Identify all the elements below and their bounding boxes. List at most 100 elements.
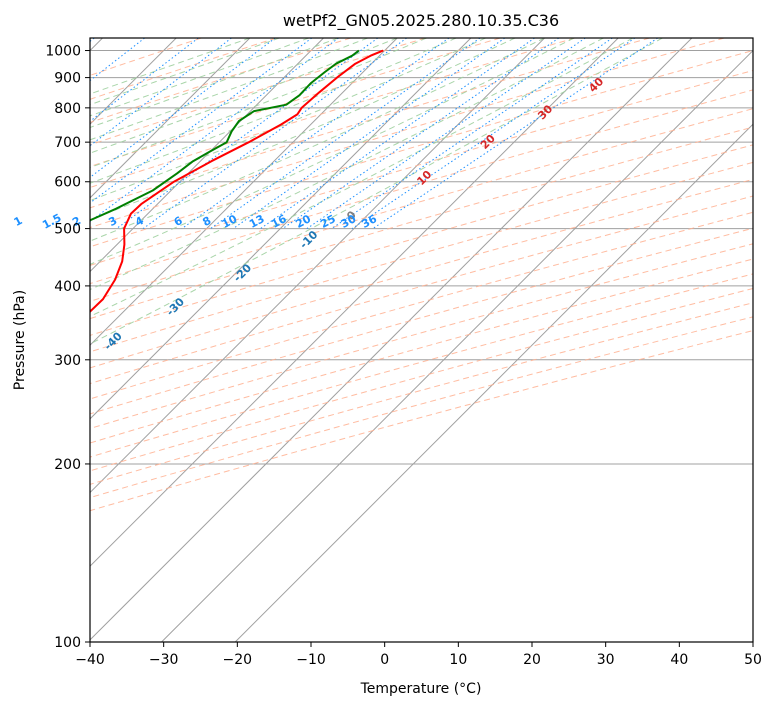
temperature-line bbox=[90, 49, 384, 314]
dry-adiabat-line bbox=[90, 211, 753, 400]
dry-adiabat-line bbox=[90, 38, 650, 209]
isotherm-label: -30 bbox=[164, 295, 187, 318]
plot-frame bbox=[89, 37, 754, 643]
chart-title: wetPf2_GN05.2025.280.10.35.C36 bbox=[283, 11, 559, 31]
warm-isotherm-label: 30 bbox=[535, 102, 555, 122]
mixing-ratio-label: 25 bbox=[318, 212, 338, 231]
mixing-ratio-line bbox=[232, 38, 506, 230]
isotherm-line bbox=[90, 38, 619, 567]
mixing-ratio-lines bbox=[90, 38, 658, 230]
dry-adiabat-line bbox=[90, 38, 277, 100]
dry-adiabat-line bbox=[90, 38, 351, 123]
isotherm-label: -10 bbox=[297, 228, 320, 251]
mixing-ratio-label: 3 bbox=[106, 214, 119, 229]
moist-adiabat-line bbox=[90, 38, 604, 291]
y-tick-label: 900 bbox=[54, 71, 81, 87]
moist-adiabat-line bbox=[90, 38, 339, 129]
x-tick-label: 20 bbox=[523, 652, 541, 668]
moist-adiabat-line bbox=[90, 38, 516, 221]
y-tick-label: 600 bbox=[54, 175, 81, 191]
mixing-ratio-line bbox=[90, 38, 95, 43]
dry-adiabat-line bbox=[90, 144, 753, 336]
moist-adiabat-line bbox=[90, 38, 634, 317]
mixing-ratio-line bbox=[90, 38, 339, 223]
mixing-ratio-line bbox=[331, 38, 613, 230]
moist-adiabat-line bbox=[90, 38, 309, 117]
x-tick-label: −40 bbox=[75, 652, 105, 668]
y-tick-label: 700 bbox=[54, 135, 81, 151]
moist-adiabat-line bbox=[90, 38, 427, 169]
warm-isotherm-label: 20 bbox=[478, 132, 498, 152]
y-axis-label: Pressure (hPa) bbox=[12, 290, 28, 390]
isotherm-label: -40 bbox=[102, 329, 125, 352]
x-tick-label: 50 bbox=[744, 652, 762, 668]
isotherm-line bbox=[234, 123, 753, 642]
x-axis-label: Temperature (°C) bbox=[360, 681, 482, 697]
isotherm-line bbox=[90, 38, 693, 641]
x-tick-label: 0 bbox=[380, 652, 389, 668]
mixing-ratio-line bbox=[90, 38, 199, 122]
isotherm-line bbox=[90, 38, 251, 199]
y-tick-label: 200 bbox=[54, 457, 81, 473]
mixing-ratio-label: 36 bbox=[359, 212, 379, 231]
mixing-ratio-line bbox=[90, 38, 276, 178]
y-tick-label: 400 bbox=[54, 279, 81, 295]
warm-isotherm-label: 10 bbox=[414, 168, 434, 188]
isobar-grid bbox=[90, 50, 753, 642]
moist-adiabat-line bbox=[90, 38, 575, 265]
x-tick-label: −20 bbox=[223, 652, 253, 668]
x-tick-label: −30 bbox=[149, 652, 179, 668]
dry-adiabat-line bbox=[90, 273, 753, 458]
mixing-ratio-label: 16 bbox=[269, 212, 289, 231]
dry-adiabat-line bbox=[90, 287, 753, 472]
moist-adiabats bbox=[90, 38, 663, 345]
x-tick-label: 40 bbox=[670, 652, 688, 668]
isotherm-line bbox=[90, 38, 398, 346]
mixing-ratio-label: 20 bbox=[293, 212, 313, 231]
dry-adiabat-line bbox=[90, 108, 753, 302]
isotherm-line bbox=[90, 38, 324, 273]
dry-adiabat-line bbox=[90, 89, 753, 285]
x-tick-label: 10 bbox=[449, 652, 467, 668]
dry-adiabat-line bbox=[90, 38, 202, 76]
x-axis: −40 −30 −20 −10 0 10 20 30 40 50 bbox=[75, 642, 762, 668]
moist-adiabat-line bbox=[90, 38, 251, 95]
mixing-ratio-label: 10 bbox=[220, 212, 240, 231]
moist-adiabat-line bbox=[90, 38, 280, 106]
mixing-ratio-line bbox=[181, 38, 450, 230]
y-tick-label: 100 bbox=[54, 635, 81, 651]
y-tick-label: 1000 bbox=[45, 44, 81, 60]
dry-adiabat-line bbox=[90, 243, 753, 430]
dewpoint-line bbox=[90, 49, 360, 222]
mixing-ratio-line bbox=[116, 38, 379, 230]
dry-adiabat-line bbox=[90, 38, 725, 229]
mixing-ratio-label: 1 bbox=[12, 214, 25, 229]
moist-adiabat-line bbox=[90, 38, 368, 141]
moist-adiabat-line bbox=[90, 38, 663, 345]
isotherm-line bbox=[161, 49, 753, 642]
isotherm-label: -50 bbox=[27, 373, 50, 396]
moist-adiabat-line bbox=[90, 38, 457, 184]
y-axis: 1000 900 800 700 600 500 400 300 200 100 bbox=[45, 44, 90, 651]
mixing-ratio-label: 8 bbox=[200, 214, 213, 229]
mixing-ratio-label: 6 bbox=[172, 214, 185, 229]
y-tick-label: 800 bbox=[54, 101, 81, 117]
mixing-ratio-line bbox=[306, 38, 586, 230]
mixing-ratio-line bbox=[90, 38, 145, 82]
dry-adiabat-line bbox=[90, 38, 501, 168]
mixing-ratio-line bbox=[372, 38, 658, 230]
mixing-ratio-line bbox=[90, 38, 232, 147]
mixing-ratio-line bbox=[90, 38, 313, 204]
dry-adiabat-line bbox=[90, 69, 753, 266]
moist-adiabat-line bbox=[90, 38, 545, 242]
mixing-ratio-line bbox=[210, 38, 481, 230]
y-tick-label: 300 bbox=[54, 353, 81, 369]
mixing-ratio-line bbox=[351, 38, 636, 230]
mixing-ratio-label: 13 bbox=[247, 212, 267, 231]
moist-adiabat-line bbox=[90, 38, 398, 154]
sounding-series bbox=[90, 49, 384, 314]
isotherm-label: -20 bbox=[231, 261, 254, 284]
isotherm-line bbox=[90, 38, 472, 420]
